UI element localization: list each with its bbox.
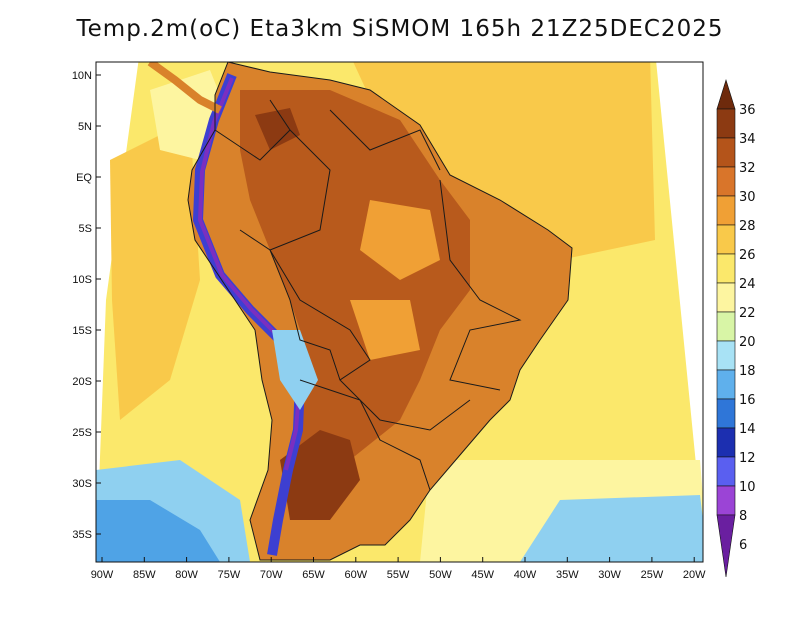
- colorbar-band: [716, 166, 736, 197]
- political-borders: [187, 62, 573, 561]
- colorbar-band: [716, 456, 736, 487]
- border-guianas: [329, 109, 441, 171]
- colorbar-band: [716, 137, 736, 168]
- lon-tick-label: 50W: [429, 569, 452, 581]
- lon-tick-label: 65W: [302, 569, 325, 581]
- colorbar-label: 32: [739, 161, 756, 176]
- border-coastline: [187, 62, 573, 561]
- lon-tick-label: 80W: [175, 569, 198, 581]
- land-hot-interior: [240, 90, 470, 500]
- lat-tick-label: 35S: [72, 529, 92, 541]
- colorbar-label: 16: [739, 393, 756, 408]
- altiplano-cold: [272, 330, 318, 410]
- border-peru-bolivia: [239, 229, 341, 381]
- lon-tick-label: 60W: [344, 569, 367, 581]
- colorbar-band: [716, 195, 736, 226]
- colorbar-band: [716, 253, 736, 284]
- colorbar-label: 30: [739, 190, 756, 205]
- lon-tick-label: 75W: [218, 569, 241, 581]
- ocean-cold-south-atlantic: [520, 495, 703, 562]
- colorbar: 36 34 32 30 28 26 24 22 20 18 16 14 12 10 8 6: [716, 78, 756, 578]
- lat-tick-label: 25S: [72, 427, 92, 439]
- colorbar-max-arrow: [716, 78, 736, 110]
- colorbar-band: [716, 311, 736, 342]
- colorbar-band: [716, 224, 736, 255]
- colorbar-label: 24: [739, 277, 756, 292]
- ocean-warm-pacific: [110, 120, 200, 420]
- lon-tick-label: 85W: [133, 569, 156, 581]
- lat-tick-label: 20S: [72, 376, 92, 388]
- colorbar-label: 36: [739, 103, 756, 118]
- colorbar-label: 34: [739, 132, 756, 147]
- lat-tick-label: 15S: [72, 325, 92, 337]
- colorbar-label: 12: [739, 451, 756, 466]
- lon-tick-label: 25W: [641, 569, 664, 581]
- colorbar-label: 8: [739, 509, 747, 524]
- lon-tick-label: 45W: [471, 569, 494, 581]
- colorbar-label: 22: [739, 306, 756, 321]
- colorbar-label: 26: [739, 248, 756, 263]
- land-extreme-chaco: [280, 430, 360, 520]
- map-field: [96, 62, 703, 562]
- border-brazil-west: [269, 129, 471, 431]
- border-argentina: [299, 379, 431, 491]
- longitude-ticks: 90W 85W 80W 75W 70W 65W 60W 55W 50W 45W 40W 35W 30W 2…: [91, 557, 706, 581]
- land-mild-central: [350, 300, 420, 360]
- colorbar-label: 20: [739, 335, 756, 350]
- lat-tick-label: 5S: [79, 223, 92, 235]
- lon-tick-label: 40W: [514, 569, 537, 581]
- ocean-colder-south-pacific: [96, 500, 220, 562]
- colorbar-band: [716, 485, 736, 516]
- colorbar-band: [716, 340, 736, 371]
- latitude-ticks: 10N 5N EQ 5S 10S 15S 20S 25S 30S 35S: [72, 70, 101, 541]
- central-america: [147, 62, 222, 114]
- colorbar-label: 14: [739, 422, 756, 437]
- lat-tick-label: EQ: [76, 172, 92, 184]
- lat-tick-label: 5N: [78, 121, 92, 133]
- colorbar-label: 18: [739, 364, 756, 379]
- land-extreme-north: [255, 108, 300, 150]
- colorbar-band: [716, 282, 736, 313]
- colorbar-band: [716, 427, 736, 458]
- border-brazil-states: [439, 179, 522, 391]
- lat-tick-label: 30S: [72, 478, 92, 490]
- lat-tick-label: 10N: [72, 70, 92, 82]
- colorbar-label: 10: [739, 480, 756, 495]
- lon-tick-label: 70W: [260, 569, 283, 581]
- land-mild-amazon: [360, 200, 440, 280]
- colorbar-band: [716, 369, 736, 400]
- lon-tick-label: 20W: [683, 569, 706, 581]
- ocean-warm-north-atlantic: [353, 62, 655, 260]
- lon-tick-label: 90W: [91, 569, 114, 581]
- lon-tick-label: 55W: [387, 569, 410, 581]
- map-frame: [95, 61, 704, 563]
- lat-tick-label: 10S: [72, 274, 92, 286]
- colorbar-min-arrow: [716, 514, 736, 578]
- border-colombia: [214, 99, 291, 161]
- colorbar-band: [716, 108, 736, 139]
- colorbar-label: 28: [739, 219, 756, 234]
- colorbar-label: 6: [739, 538, 747, 553]
- colorbar-band: [716, 398, 736, 429]
- lon-tick-label: 35W: [556, 569, 579, 581]
- lon-tick-label: 30W: [598, 569, 621, 581]
- map-title: Temp.2m(oC) Eta3km SiSMOM 165h 21Z25DEC2…: [76, 16, 724, 42]
